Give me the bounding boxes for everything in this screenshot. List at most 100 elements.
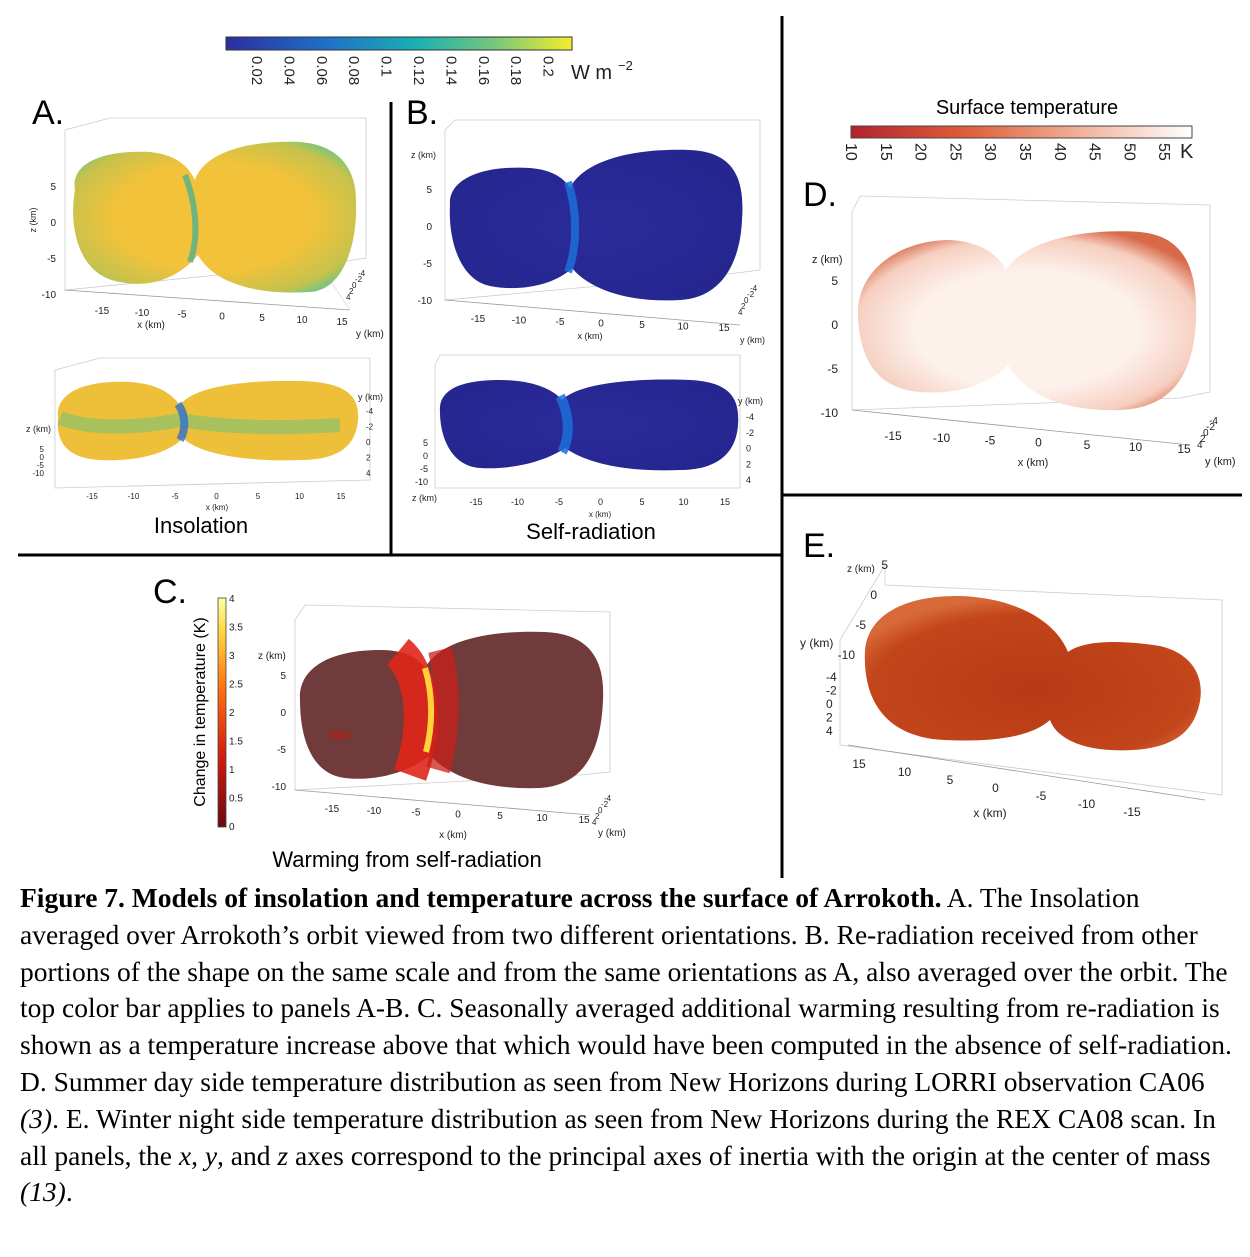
x-tick: 10 <box>898 765 912 779</box>
temperature-tick: 50 <box>1120 143 1137 161</box>
z-tick: 0 <box>40 453 45 462</box>
x-tick: -5 <box>171 492 179 501</box>
insolation-tick: 0.14 <box>442 56 459 85</box>
z-axis-label: z (km) <box>258 651 286 662</box>
y-tick: -2 <box>366 423 374 432</box>
panel-b-label: B. <box>406 94 438 132</box>
x-tick: -10 <box>512 316 527 327</box>
z-tick: 0 <box>423 451 428 461</box>
warming-tick: 3.5 <box>229 623 243 634</box>
warming-tick: 3 <box>229 651 235 662</box>
insolation-tick: 0.12 <box>410 56 427 85</box>
caption-z: z <box>277 1139 289 1171</box>
y-tick: 4 <box>592 818 597 827</box>
warming-tick: 2.5 <box>229 680 243 691</box>
y-tick: -4 <box>366 407 374 416</box>
z-tick: 5 <box>423 438 428 448</box>
x-tick: 0 <box>214 492 219 501</box>
temperature-unit: K <box>1180 141 1194 163</box>
temperature-tick: 40 <box>1051 143 1068 161</box>
x-tick: -15 <box>95 306 110 317</box>
x-tick: 0 <box>598 319 604 330</box>
z-tick: -5 <box>277 745 286 756</box>
insolation-colorbar <box>225 36 573 51</box>
insolation-tick: 0.06 <box>313 56 330 85</box>
warming-tick: 1.5 <box>229 737 243 748</box>
insolation-tick: 0.2 <box>540 56 557 77</box>
x-tick: 10 <box>677 322 689 333</box>
y-axis-label: y (km) <box>356 329 384 340</box>
temperature-tick: 25 <box>946 143 963 161</box>
panel-e-plot <box>839 563 1223 801</box>
x-tick: 5 <box>639 320 645 331</box>
x-tick: -10 <box>135 308 150 319</box>
y-tick: 0 <box>352 281 357 290</box>
x-tick: 10 <box>295 492 304 501</box>
x-tick: 5 <box>259 313 265 324</box>
x-axis-label: x (km) <box>137 320 165 331</box>
panel-b-caption: Self-radiation <box>526 519 656 544</box>
temperature-colorbar-title: Surface temperature <box>936 97 1118 119</box>
y-tick: 2 <box>595 812 600 821</box>
y-tick: 4 <box>826 724 833 738</box>
temperature-tick: 15 <box>877 143 894 161</box>
temperature-tick: 45 <box>1086 143 1103 161</box>
x-tick: 0 <box>992 781 999 795</box>
panel-c-plot <box>294 604 611 816</box>
x-tick: -10 <box>933 431 951 445</box>
x-tick: 10 <box>536 813 548 824</box>
panel-b-bottom-axes: 5 0 -5 -10 z (km) -15 -10 -5 0 5 10 15 x (km) y (km) -… <box>412 396 763 519</box>
y-tick: -4 <box>746 412 754 422</box>
y-tick: 2 <box>746 459 751 469</box>
y-tick: -4 <box>750 284 758 293</box>
panel-a-top-axes: 50-5-10z (km)-15 -10 -5 0 5 10 15x (km)420-2-4… <box>28 182 384 340</box>
z-tick: 5 <box>426 185 432 196</box>
caption-end: . <box>65 1176 73 1208</box>
y-tick: 0 <box>1203 428 1209 439</box>
z-tick: -5 <box>47 254 56 265</box>
caption-text-3: axes correspond to the principal axes of… <box>288 1139 1211 1171</box>
warming-tick: 4 <box>229 594 235 605</box>
y-tick: 4 <box>346 293 351 302</box>
temperature-tick: 55 <box>1155 143 1172 161</box>
x-tick: -5 <box>985 433 996 447</box>
x-tick: -5 <box>555 497 563 507</box>
z-tick: 5 <box>50 182 56 193</box>
z-tick: 0 <box>280 708 286 719</box>
temperature-colorbar <box>850 125 1193 139</box>
warming-tick: 0 <box>229 822 235 833</box>
z-axis-label: z (km) <box>812 254 843 266</box>
x-tick: -15 <box>86 492 98 501</box>
x-tick: 15 <box>578 815 590 826</box>
x-tick: 0 <box>1035 436 1042 450</box>
figure-caption: Figure 7. Models of insolation and tempe… <box>20 880 1235 1211</box>
temperature-colorbar-ticks: 10 15 20 25 30 35 40 45 50 55 K <box>842 141 1194 163</box>
y-tick: -4 <box>358 269 366 278</box>
z-tick: -10 <box>821 406 839 420</box>
x-tick: -15 <box>469 497 482 507</box>
x-tick: 10 <box>296 315 308 326</box>
z-tick: 5 <box>831 274 838 288</box>
z-tick: 0 <box>426 222 432 233</box>
x-tick: -15 <box>884 429 902 443</box>
figure-7: 0.02 0.04 0.06 0.08 0.1 0.12 0.14 0.16 0.18 0.2 W … <box>18 16 1242 878</box>
y-tick: -2 <box>1206 422 1215 433</box>
insolation-unit: W m <box>571 62 612 84</box>
y-tick: 0 <box>826 697 833 711</box>
x-tick: -5 <box>178 310 187 321</box>
y-tick: -4 <box>826 670 837 684</box>
x-tick: 15 <box>337 492 346 501</box>
z-tick: 0 <box>870 588 877 602</box>
figure-graphics: 0.02 0.04 0.06 0.08 0.1 0.12 0.14 0.16 0.18 0.2 W … <box>18 16 1242 878</box>
insolation-colorbar-ticks: 0.02 0.04 0.06 0.08 0.1 0.12 0.14 0.16 0.18 0.2 W … <box>248 56 633 85</box>
x-tick: -5 <box>1036 789 1047 803</box>
panel-e-label: E. <box>803 527 835 565</box>
x-tick: 10 <box>678 497 688 507</box>
x-tick: 5 <box>256 492 261 501</box>
y-tick: -4 <box>1209 416 1218 427</box>
x-tick: -10 <box>511 497 524 507</box>
panel-a-bottom-axes: z (km)50-5-10-15 -10 -5 0 5 10 15x (km)y (km)-… <box>26 392 383 512</box>
z-tick: -5 <box>420 464 428 474</box>
y-tick: 2 <box>826 711 833 725</box>
panel-c-axes: z (km)50-5-10-15 -10 -5 0 5 10 15x (km)420-2-4… <box>258 651 626 841</box>
